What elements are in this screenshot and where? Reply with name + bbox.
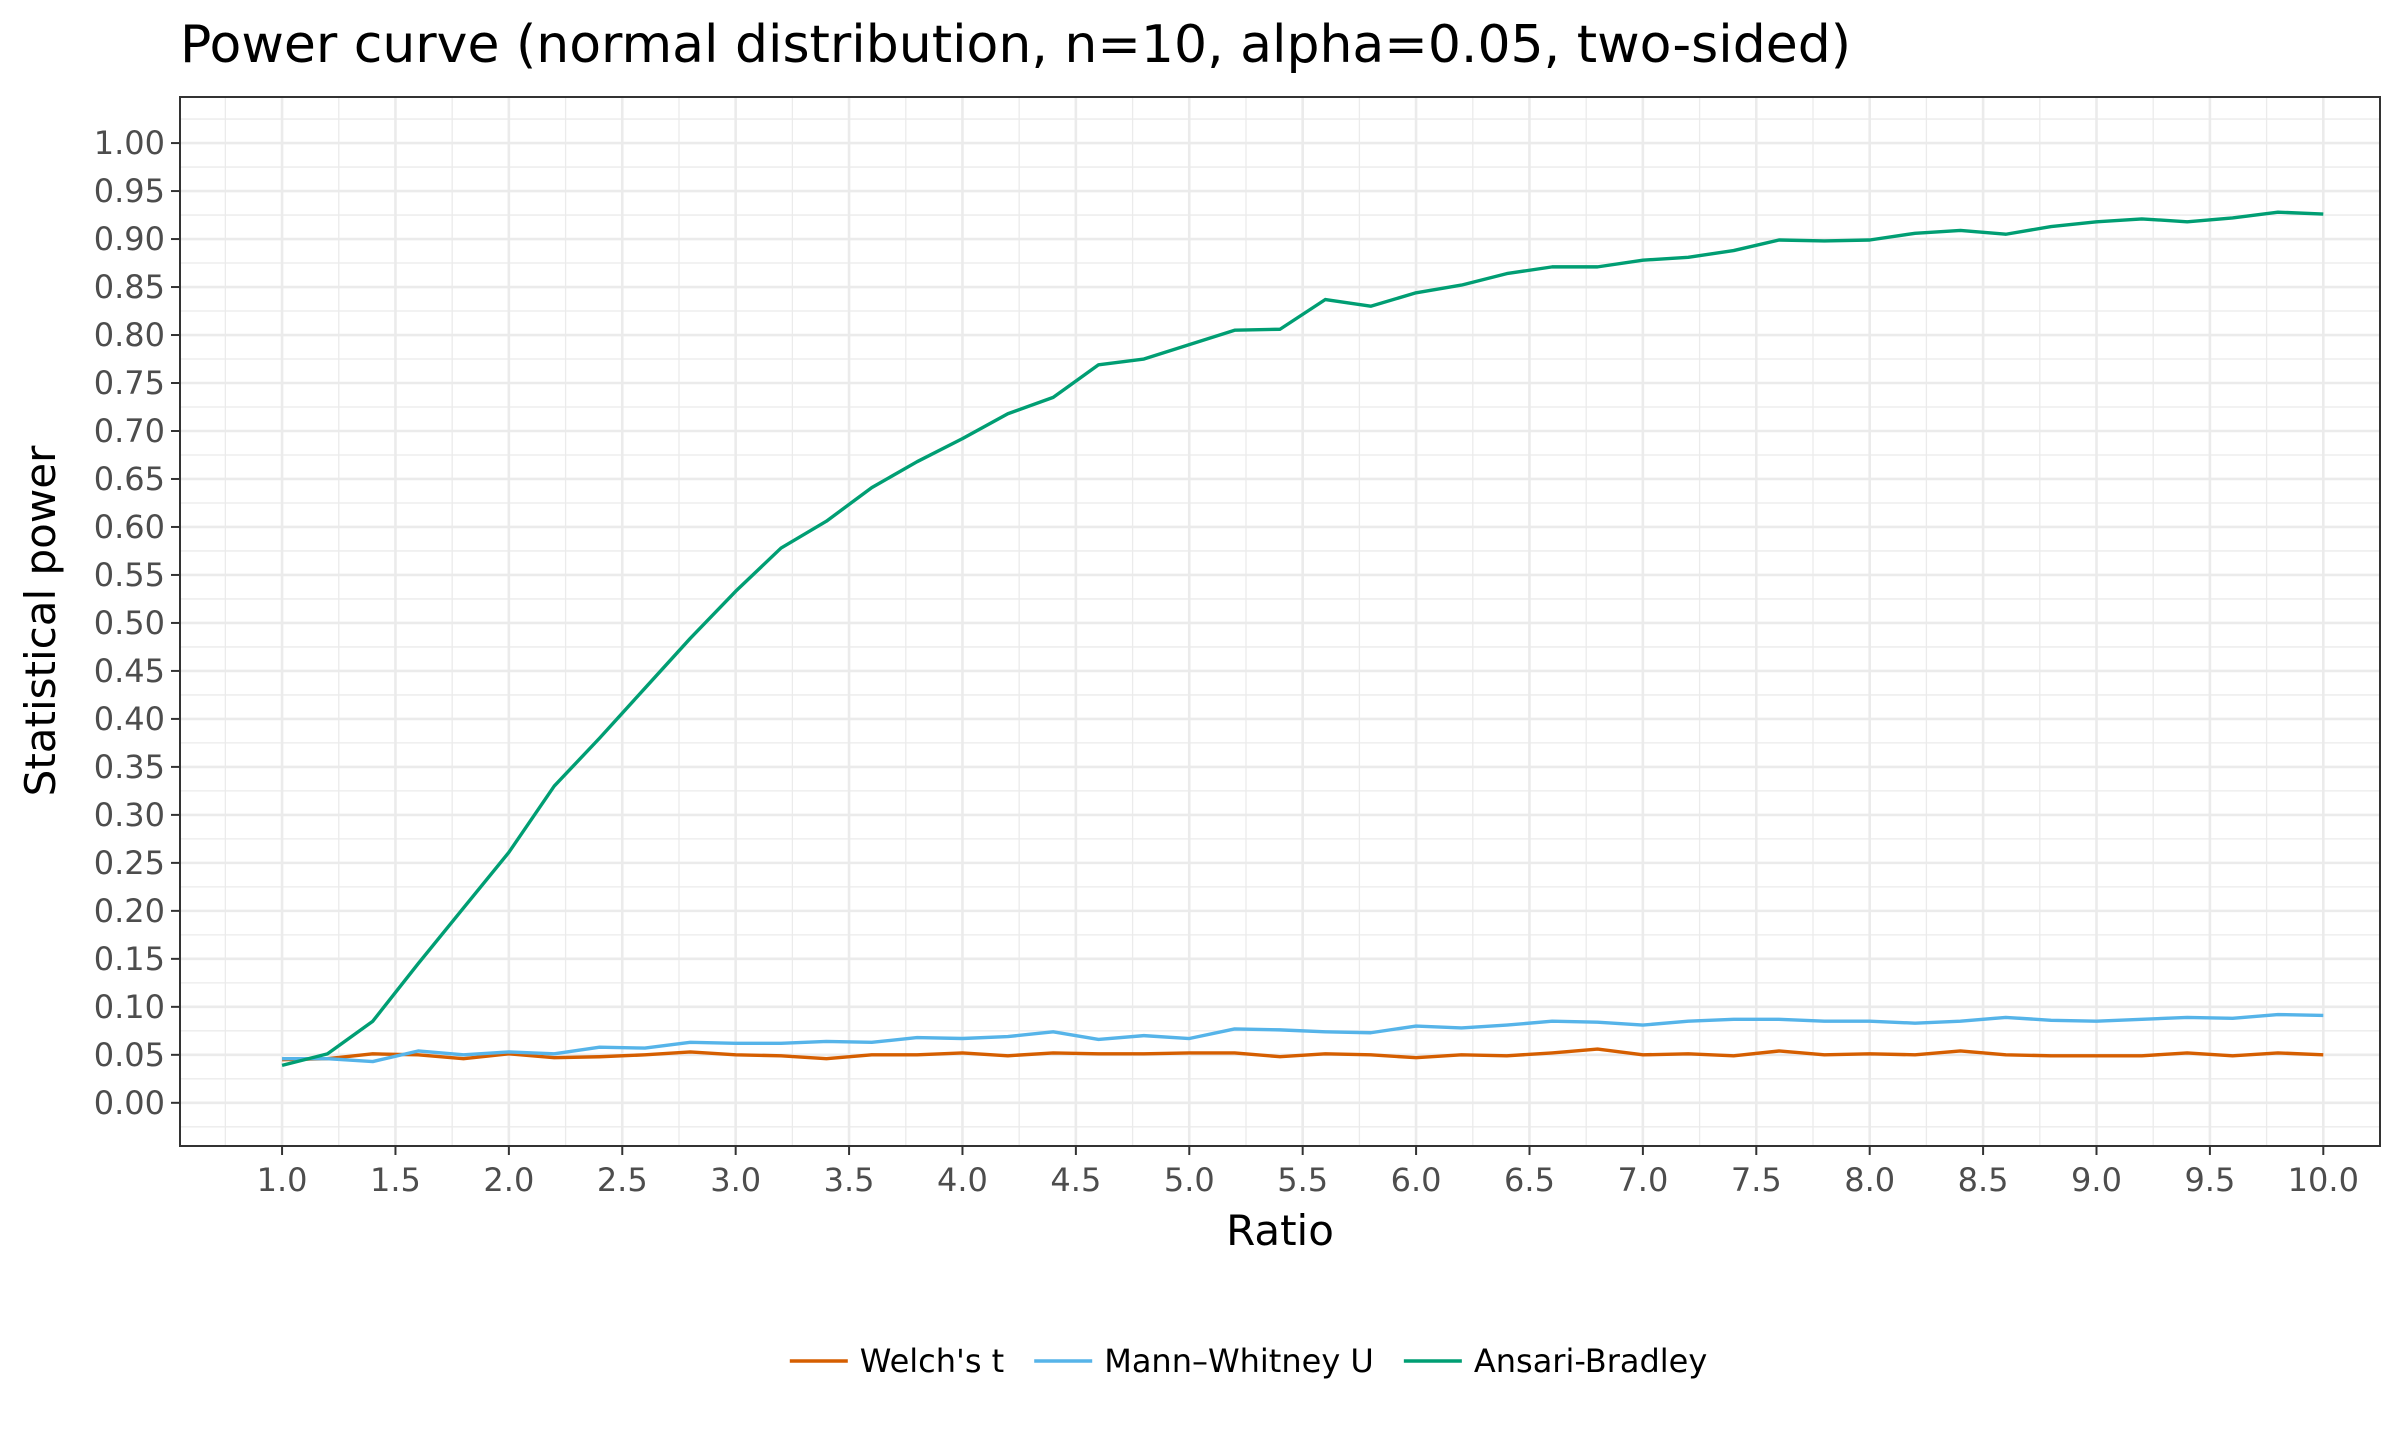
x-tick-label: 2.5 xyxy=(597,1161,648,1199)
x-tick-label: 1.0 xyxy=(257,1161,308,1199)
x-tick-label: 3.0 xyxy=(710,1161,761,1199)
y-tick-label: 0.10 xyxy=(94,988,165,1026)
axis-layer: 1.0 1.5 2.0 2.5 3.0 3.5 4.0 4.5 5.0 5.5 6.0 6.5 7.0 7… xyxy=(94,124,2359,1199)
y-tick-label: 0.20 xyxy=(94,892,165,930)
x-tick-label: 7.5 xyxy=(1731,1161,1782,1199)
series-line-welch-s-t xyxy=(282,1047,2324,1062)
y-tick-label: 0.55 xyxy=(94,556,165,594)
plot-panel-border xyxy=(179,96,2381,1147)
y-tick-label: 0.40 xyxy=(94,700,165,738)
x-tick-label: 2.0 xyxy=(483,1161,534,1199)
x-tick-label: 8.5 xyxy=(1958,1161,2009,1199)
x-tick-label: 9.5 xyxy=(2184,1161,2235,1199)
x-tick-label: 6.5 xyxy=(1504,1161,1555,1199)
y-tick-label: 1.00 xyxy=(94,124,165,162)
y-tick-label: 0.05 xyxy=(94,1036,165,1074)
x-tick-label: 4.5 xyxy=(1050,1161,1101,1199)
y-tick-label: 0.95 xyxy=(94,172,165,210)
x-tick-label: 4.0 xyxy=(937,1161,988,1199)
y-tick-label: 0.25 xyxy=(94,844,165,882)
y-tick-label: 0.75 xyxy=(94,364,165,402)
legend-label-welch-s-t: Welch's t xyxy=(860,1342,1004,1380)
y-tick-label: 0.00 xyxy=(94,1084,165,1122)
legend-label-mann-whitney-u: Mann–Whitney U xyxy=(1104,1342,1374,1380)
y-tick-label: 0.70 xyxy=(94,412,165,450)
y-tick-label: 0.15 xyxy=(94,940,165,978)
y-tick-label: 0.35 xyxy=(94,748,165,786)
y-tick-label: 0.50 xyxy=(94,604,165,642)
x-tick-label: 6.0 xyxy=(1391,1161,1442,1199)
x-tick-label: 9.0 xyxy=(2071,1161,2122,1199)
grid-layer xyxy=(180,97,2380,1146)
chart-title: Power curve (normal distribution, n=10, … xyxy=(180,15,1851,75)
x-tick-label: 7.0 xyxy=(1617,1161,1668,1199)
y-tick-label: 0.80 xyxy=(94,316,165,354)
y-axis-title: Statistical power xyxy=(16,445,65,796)
y-tick-label: 0.30 xyxy=(94,796,165,834)
y-tick-label: 0.60 xyxy=(94,508,165,546)
y-tick-label: 0.85 xyxy=(94,268,165,306)
y-tick-label: 0.65 xyxy=(94,460,165,498)
x-tick-label: 3.5 xyxy=(824,1161,875,1199)
y-tick-label: 0.90 xyxy=(94,220,165,258)
x-tick-label: 8.0 xyxy=(1844,1161,1895,1199)
series-line-ansari-bradley xyxy=(281,210,2324,1068)
x-axis-title: Ratio xyxy=(1226,1206,1334,1255)
legend: Welch's t Mann–Whitney U Ansari-Bradley xyxy=(789,1342,1707,1380)
x-tick-label: 5.0 xyxy=(1164,1161,1215,1199)
legend-label-ansari-bradley: Ansari-Bradley xyxy=(1474,1342,1707,1380)
y-tick-label: 0.45 xyxy=(94,652,165,690)
x-tick-label: 10.0 xyxy=(2288,1161,2359,1199)
series-layer xyxy=(281,210,2324,1068)
x-tick-label: 1.5 xyxy=(370,1161,421,1199)
series-line-mann-whitney-u xyxy=(282,1012,2324,1064)
x-tick-label: 5.5 xyxy=(1277,1161,1328,1199)
